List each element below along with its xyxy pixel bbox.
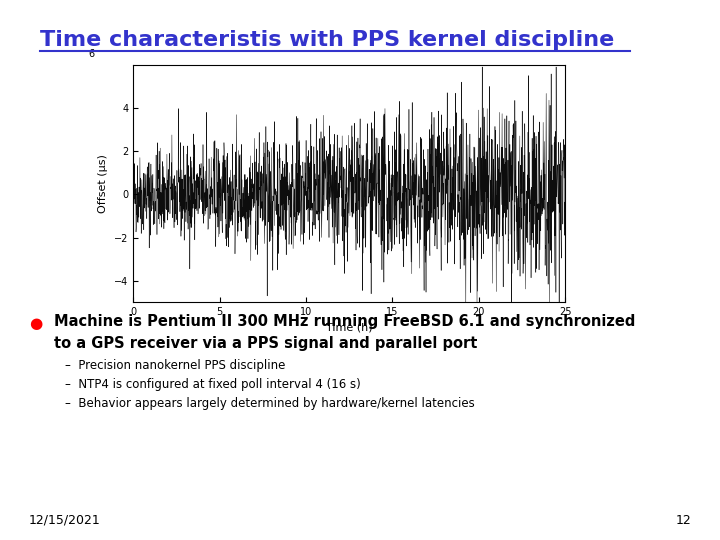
Text: 12: 12: [675, 514, 691, 526]
Text: –  NTP4 is configured at fixed poll interval 4 (16 s): – NTP4 is configured at fixed poll inter…: [65, 378, 361, 391]
Text: Time characteristis with PPS kernel discipline: Time characteristis with PPS kernel disc…: [40, 30, 614, 50]
Text: to a GPS receiver via a PPS signal and parallel port: to a GPS receiver via a PPS signal and p…: [54, 336, 477, 351]
Text: 6: 6: [88, 49, 94, 59]
Text: –  Behavior appears largely determined by hardware/kernel latencies: – Behavior appears largely determined by…: [65, 397, 474, 410]
Text: Machine is Pentium II 300 MHz running FreeBSD 6.1 and synchronized: Machine is Pentium II 300 MHz running Fr…: [54, 314, 635, 329]
Text: –  Precision nanokernel PPS discipline: – Precision nanokernel PPS discipline: [65, 359, 285, 372]
Y-axis label: Offset (μs): Offset (μs): [99, 154, 109, 213]
X-axis label: Time (h): Time (h): [326, 323, 372, 333]
Text: ●: ●: [29, 316, 42, 331]
Text: 12/15/2021: 12/15/2021: [29, 514, 101, 526]
